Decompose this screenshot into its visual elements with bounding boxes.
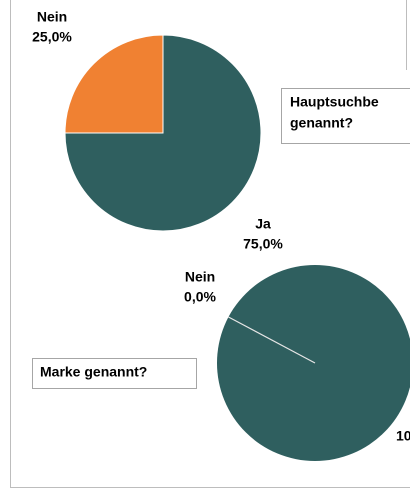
- pie-slice: [64, 34, 262, 232]
- pie-slice: [228, 316, 316, 364]
- chart-title: Hauptsuchbe: [290, 94, 379, 110]
- chart-title: Marke genannt?: [40, 364, 147, 380]
- value-label: 75,0%: [243, 236, 283, 252]
- value-label: 0,0%: [184, 289, 216, 305]
- chart-title: genannt?: [290, 115, 353, 131]
- category-label: Nein: [185, 269, 215, 285]
- pie-slice: [64, 34, 164, 134]
- value-label: 25,0%: [32, 29, 72, 45]
- title-box: [281, 88, 410, 144]
- category-label: Ja: [255, 216, 271, 232]
- pie-slice: [217, 265, 410, 461]
- title-box: [32, 358, 197, 389]
- category-label: Nein: [37, 9, 67, 25]
- value-label: 100,0%: [396, 428, 410, 444]
